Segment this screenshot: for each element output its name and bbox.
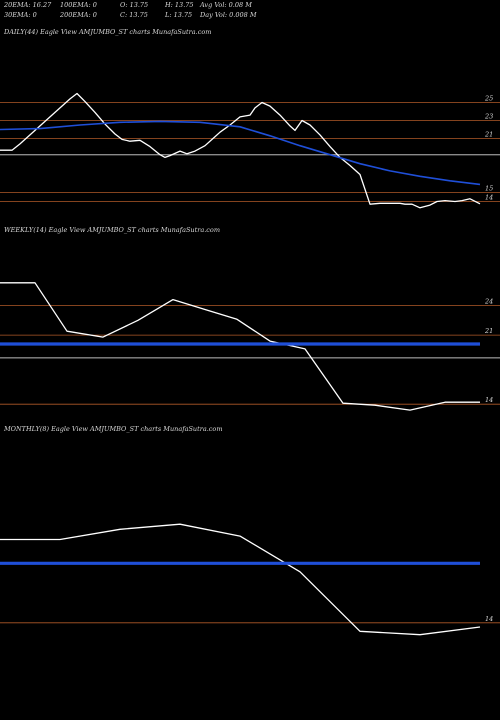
header-stat: 200EMA: 0 <box>59 11 97 19</box>
price-line <box>0 282 480 411</box>
panel-title: DAILY(44) Eagle View AMJUMBO_ST charts M… <box>3 28 211 36</box>
panel-title: WEEKLY(14) Eagle View AMJUMBO_ST charts … <box>4 226 220 234</box>
header-stat: L: 13.75 <box>164 11 192 19</box>
price-line <box>0 92 481 209</box>
header-stat: 100EMA: 0 <box>60 1 97 9</box>
header-stat: 30EMA: 0 <box>4 11 37 19</box>
level-tick-label: 14 <box>485 396 493 404</box>
header-stat: Avg Vol: 0.08 M <box>199 1 252 9</box>
header-stat: Day Vol: 0.008 M <box>199 11 257 19</box>
level-tick-label: 15 <box>485 185 493 193</box>
ema-line <box>0 120 481 186</box>
price-line <box>0 523 481 636</box>
level-tick-label: 24 <box>484 298 493 306</box>
level-tick-label: 25 <box>484 95 493 103</box>
header-stat: 20EMA: 16.27 <box>3 1 52 9</box>
header-stat: C: 13.75 <box>120 11 148 19</box>
header-stat: O: 13.75 <box>120 1 148 9</box>
level-tick-label: 21 <box>484 327 493 335</box>
level-tick-label: 14 <box>485 615 493 623</box>
level-tick-label: 21 <box>484 131 493 139</box>
level-tick-label: 14 <box>485 194 493 202</box>
level-tick-label: 23 <box>484 113 493 121</box>
panel-title: MONTHLY(8) Eagle View AMJUMBO_ST charts … <box>3 425 223 433</box>
header-stat: H: 13.75 <box>164 1 194 9</box>
